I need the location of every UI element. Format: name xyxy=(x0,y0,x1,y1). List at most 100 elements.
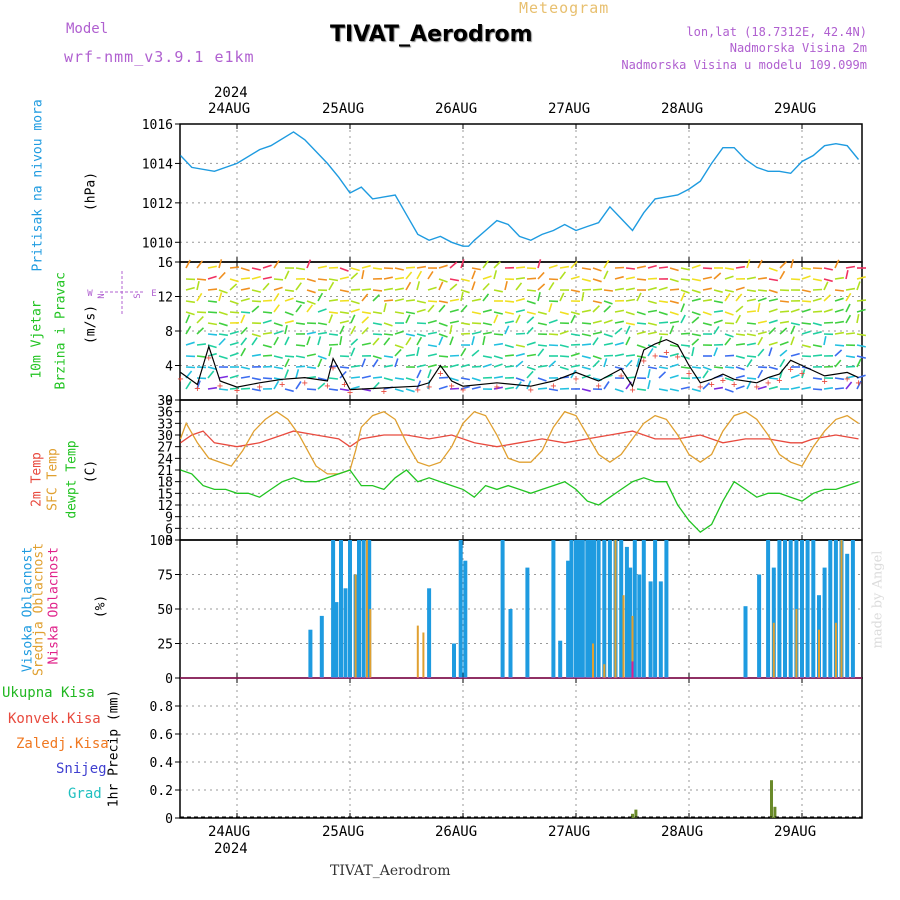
wind-arrow xyxy=(614,341,624,346)
wind-arrow xyxy=(284,355,295,358)
wind-arrow xyxy=(405,311,416,315)
high-cloud-bar xyxy=(500,540,505,678)
wind-arrow xyxy=(526,366,536,371)
high-cloud-bar xyxy=(577,540,582,678)
wind-arrow xyxy=(328,333,338,336)
wind-arrow xyxy=(779,300,789,303)
high-cloud-bar xyxy=(348,540,352,678)
wind-arrow xyxy=(713,272,722,280)
wind-arrow xyxy=(812,297,822,302)
wind-arrow xyxy=(724,267,735,271)
wind-arrow xyxy=(361,327,369,335)
wind-arrow xyxy=(526,300,536,305)
wind-arrow xyxy=(680,366,691,369)
high-cloud-bar xyxy=(343,588,348,678)
wind-arrow xyxy=(680,278,690,281)
wind-arrow xyxy=(328,347,332,357)
compass-w: W xyxy=(87,289,93,299)
wind-arrow xyxy=(185,366,196,369)
wind-arrow xyxy=(669,288,680,291)
compass-s: S xyxy=(133,293,143,298)
wind-arrow xyxy=(691,333,701,337)
wind-arrow xyxy=(746,289,757,293)
wind-arrow xyxy=(592,305,600,313)
high-cloud-bar xyxy=(800,540,804,678)
high-cloud-bar xyxy=(757,574,762,678)
wind-arrow xyxy=(218,322,228,327)
wind-arrow xyxy=(493,261,501,269)
wind-arrow xyxy=(834,259,840,269)
wind-arrow xyxy=(757,331,767,335)
wind-arrow xyxy=(229,300,239,305)
wind-arrow xyxy=(834,289,844,292)
wind-arrow xyxy=(383,377,393,382)
wind-arrow xyxy=(801,344,811,348)
wind-arrow xyxy=(636,330,646,335)
wind-arrow xyxy=(812,310,823,313)
wind-arrow xyxy=(647,366,658,370)
wind-arrow xyxy=(295,304,303,313)
precip-frz-label: Zaledj.Kisa xyxy=(16,736,109,752)
wind-arrow xyxy=(790,374,800,379)
wind-arrow xyxy=(702,276,712,280)
wind-arrow xyxy=(328,281,335,291)
wind-arrow xyxy=(603,305,612,313)
wind-arrow xyxy=(438,336,444,346)
wind-arrow xyxy=(537,348,545,357)
wind-arrow xyxy=(735,305,744,313)
y-tick-label: 0 xyxy=(165,394,173,409)
wind-arrow xyxy=(207,366,217,371)
wind-arrow xyxy=(383,267,394,270)
wind-arrow xyxy=(592,320,602,324)
wind-gust-marker: + xyxy=(426,382,432,393)
wind-arrow xyxy=(504,325,510,335)
wind-arrow xyxy=(801,300,812,303)
wind-arrow xyxy=(449,261,458,269)
wind-arrow xyxy=(779,270,786,280)
wind-arrow xyxy=(812,377,823,380)
high-cloud-bar xyxy=(653,540,658,678)
wind-arrow xyxy=(240,314,246,324)
wind-arrow xyxy=(482,309,492,313)
high-cloud-bar xyxy=(588,540,593,678)
wind-arrow xyxy=(812,267,823,270)
wind-arrow xyxy=(779,261,787,269)
top-date-5: 28AUG xyxy=(661,101,704,117)
wind-arrow xyxy=(669,300,679,304)
mid-cloud-bar xyxy=(772,622,775,678)
high-cloud-bar xyxy=(458,540,463,678)
wind-arrow xyxy=(273,380,280,390)
wind-arrow xyxy=(680,386,690,390)
wind-arrow xyxy=(845,303,851,313)
wind-arrow xyxy=(262,264,272,269)
y-tick-label: 15 xyxy=(157,487,173,502)
bottom-year: 2024 xyxy=(214,841,248,857)
wind-arrow xyxy=(625,298,636,302)
wind-arrow xyxy=(295,365,306,368)
y-tick-label: 1016 xyxy=(142,118,173,133)
wind-arrow xyxy=(482,260,489,269)
wind-arrow xyxy=(361,270,365,280)
wind-arrow xyxy=(746,322,756,325)
wind-arrow xyxy=(482,322,492,326)
wind-arrow xyxy=(834,320,845,324)
wind-arrow xyxy=(229,341,239,346)
y-tick-label: 3 xyxy=(165,534,173,549)
wind-arrow xyxy=(768,278,779,282)
wind-arrow xyxy=(240,297,250,302)
wind-arrow xyxy=(801,308,811,313)
wind-arrow xyxy=(537,377,547,382)
wind-arrow xyxy=(768,267,778,272)
wind-arrow xyxy=(460,322,471,326)
wind-arrow xyxy=(790,336,795,346)
wind-arrow xyxy=(284,297,294,302)
wind-arrow xyxy=(856,314,860,324)
wind-arrow xyxy=(526,326,534,335)
wind-arrow xyxy=(757,289,767,292)
wind-arrow xyxy=(724,337,732,346)
wind-arrow xyxy=(427,344,438,348)
wind-arrow xyxy=(372,337,380,346)
wind-arrow xyxy=(295,282,302,291)
wind-arrow xyxy=(713,310,724,313)
wind-arrow xyxy=(746,342,756,346)
